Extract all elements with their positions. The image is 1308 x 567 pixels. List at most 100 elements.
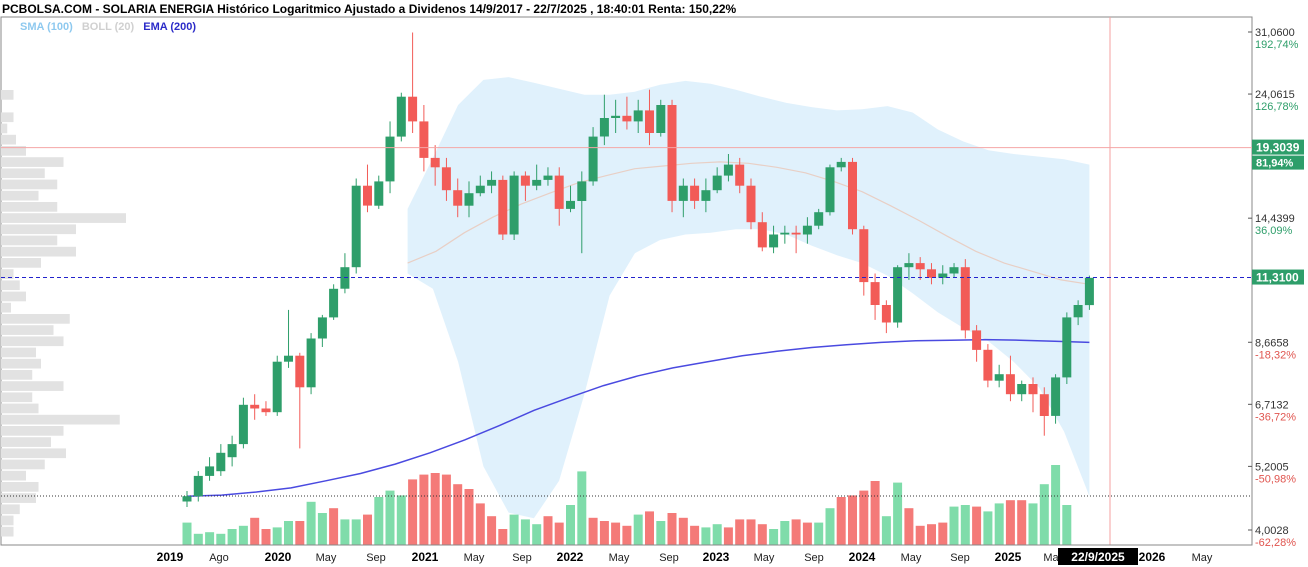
volume-profile-bar <box>1 336 64 347</box>
volume-bar <box>678 517 688 545</box>
candle-body <box>430 157 440 168</box>
volume-bar <box>1062 505 1072 545</box>
candle-body <box>656 105 666 133</box>
volume-profile-bar <box>1 370 33 380</box>
volume-bar <box>611 522 621 545</box>
candle-body <box>746 185 756 223</box>
candle-body <box>419 121 429 158</box>
volume-bar <box>509 514 519 545</box>
legend-ema: EMA (200) <box>143 21 197 33</box>
volume-bar <box>701 527 711 545</box>
candle-body <box>983 349 993 381</box>
volume-bar <box>1028 503 1038 545</box>
volume-bar <box>238 525 248 545</box>
volume-profile-bar <box>1 235 58 246</box>
candle-body <box>960 267 970 331</box>
volume-profile-bar <box>1 291 26 302</box>
volume-bar <box>769 529 779 545</box>
volume-bar <box>1017 500 1027 545</box>
legend-sma: SMA (100) <box>20 21 73 33</box>
candle-body <box>250 404 260 409</box>
volume-bar <box>182 522 192 545</box>
volume-bar <box>893 482 903 545</box>
volume-profile-bar <box>1 224 76 235</box>
candle-body <box>802 225 812 235</box>
candle-body <box>690 185 700 201</box>
volume-profile-bar <box>1 112 14 123</box>
sma-line <box>407 161 1090 285</box>
y-tick-label: 4,0028 <box>1255 525 1289 537</box>
reference-pct-label: 81,94% <box>1256 158 1294 170</box>
candle-body <box>1039 394 1049 416</box>
volume-bar <box>193 533 203 545</box>
volume-bar <box>870 481 880 545</box>
x-axis: 2019 Ago 2020 May Sep 2021 May Sep 2022 May Sep 202… <box>1 544 1252 565</box>
volume-profile <box>1 90 126 537</box>
reference-price-box <box>1252 139 1304 155</box>
candle-body <box>1051 377 1061 416</box>
current-date-label: 22/9/2025 <box>1071 550 1125 564</box>
candle-body <box>543 175 553 180</box>
candle-body <box>453 190 463 206</box>
x-tick-label: Sep <box>950 552 970 564</box>
volume-bar <box>859 490 869 545</box>
last-price-box <box>1252 269 1304 285</box>
candles <box>182 32 1094 507</box>
candle-body <box>735 164 745 186</box>
volume-bar <box>836 497 846 545</box>
candle-body <box>396 96 406 137</box>
volume-bar <box>645 511 654 545</box>
volume-bar <box>566 505 575 545</box>
volume-bar <box>532 524 542 545</box>
x-tick-label: Ma <box>1043 552 1059 564</box>
volume-bar <box>272 527 282 545</box>
candle-body <box>927 269 936 278</box>
bollinger-band <box>407 77 1090 519</box>
candle-body <box>216 452 226 472</box>
volume-bar <box>949 506 959 545</box>
volume-profile-bar <box>1 123 8 134</box>
candle-body <box>1017 384 1027 395</box>
reference-pct-box <box>1252 155 1304 170</box>
volume-bar <box>599 521 609 545</box>
volume-profile-bar <box>1 190 39 201</box>
volume-bar <box>802 522 812 545</box>
candle-body <box>938 273 948 278</box>
x-tick-label: 2026 <box>1139 550 1166 564</box>
volume-profile-bar <box>1 459 45 470</box>
reference-price-label: 19,3039 <box>1256 141 1300 155</box>
candle-body <box>374 181 384 206</box>
candle-body <box>441 167 451 191</box>
volume-profile-bar <box>1 504 20 515</box>
candle-body <box>205 466 215 476</box>
volume-bar <box>848 495 857 545</box>
candle-body <box>498 179 508 235</box>
candle-body <box>701 190 711 201</box>
volume-profile-bar <box>1 482 39 492</box>
candle-body <box>667 105 677 201</box>
last-price-label: 11,3100 <box>1256 271 1299 285</box>
candle-body <box>487 179 497 186</box>
volume-bar <box>227 529 237 545</box>
x-tick-label: Ago <box>209 552 229 564</box>
candle-body <box>870 282 880 305</box>
legend: SMA (100) BOLL (20) EMA (200) <box>20 21 202 33</box>
x-tick-label: May <box>609 552 630 564</box>
y-tick-pct: 192,74% <box>1255 39 1299 51</box>
candle-body <box>1084 277 1094 306</box>
y-tick-label: 14,4399 <box>1255 213 1295 225</box>
volume-bar <box>554 522 564 545</box>
volume-bar <box>656 521 666 545</box>
volume-profile-bar <box>1 146 26 156</box>
volume-profile-bar <box>1 414 120 425</box>
candle-body <box>904 263 914 268</box>
candle-body <box>769 234 779 248</box>
volume-bar <box>284 521 293 545</box>
volume-bar <box>915 525 925 545</box>
volume-bar <box>1051 465 1061 545</box>
candle-body <box>848 161 857 230</box>
volume-bar <box>791 519 801 545</box>
candle-body <box>622 115 632 122</box>
volume-profile-bar <box>1 134 16 145</box>
